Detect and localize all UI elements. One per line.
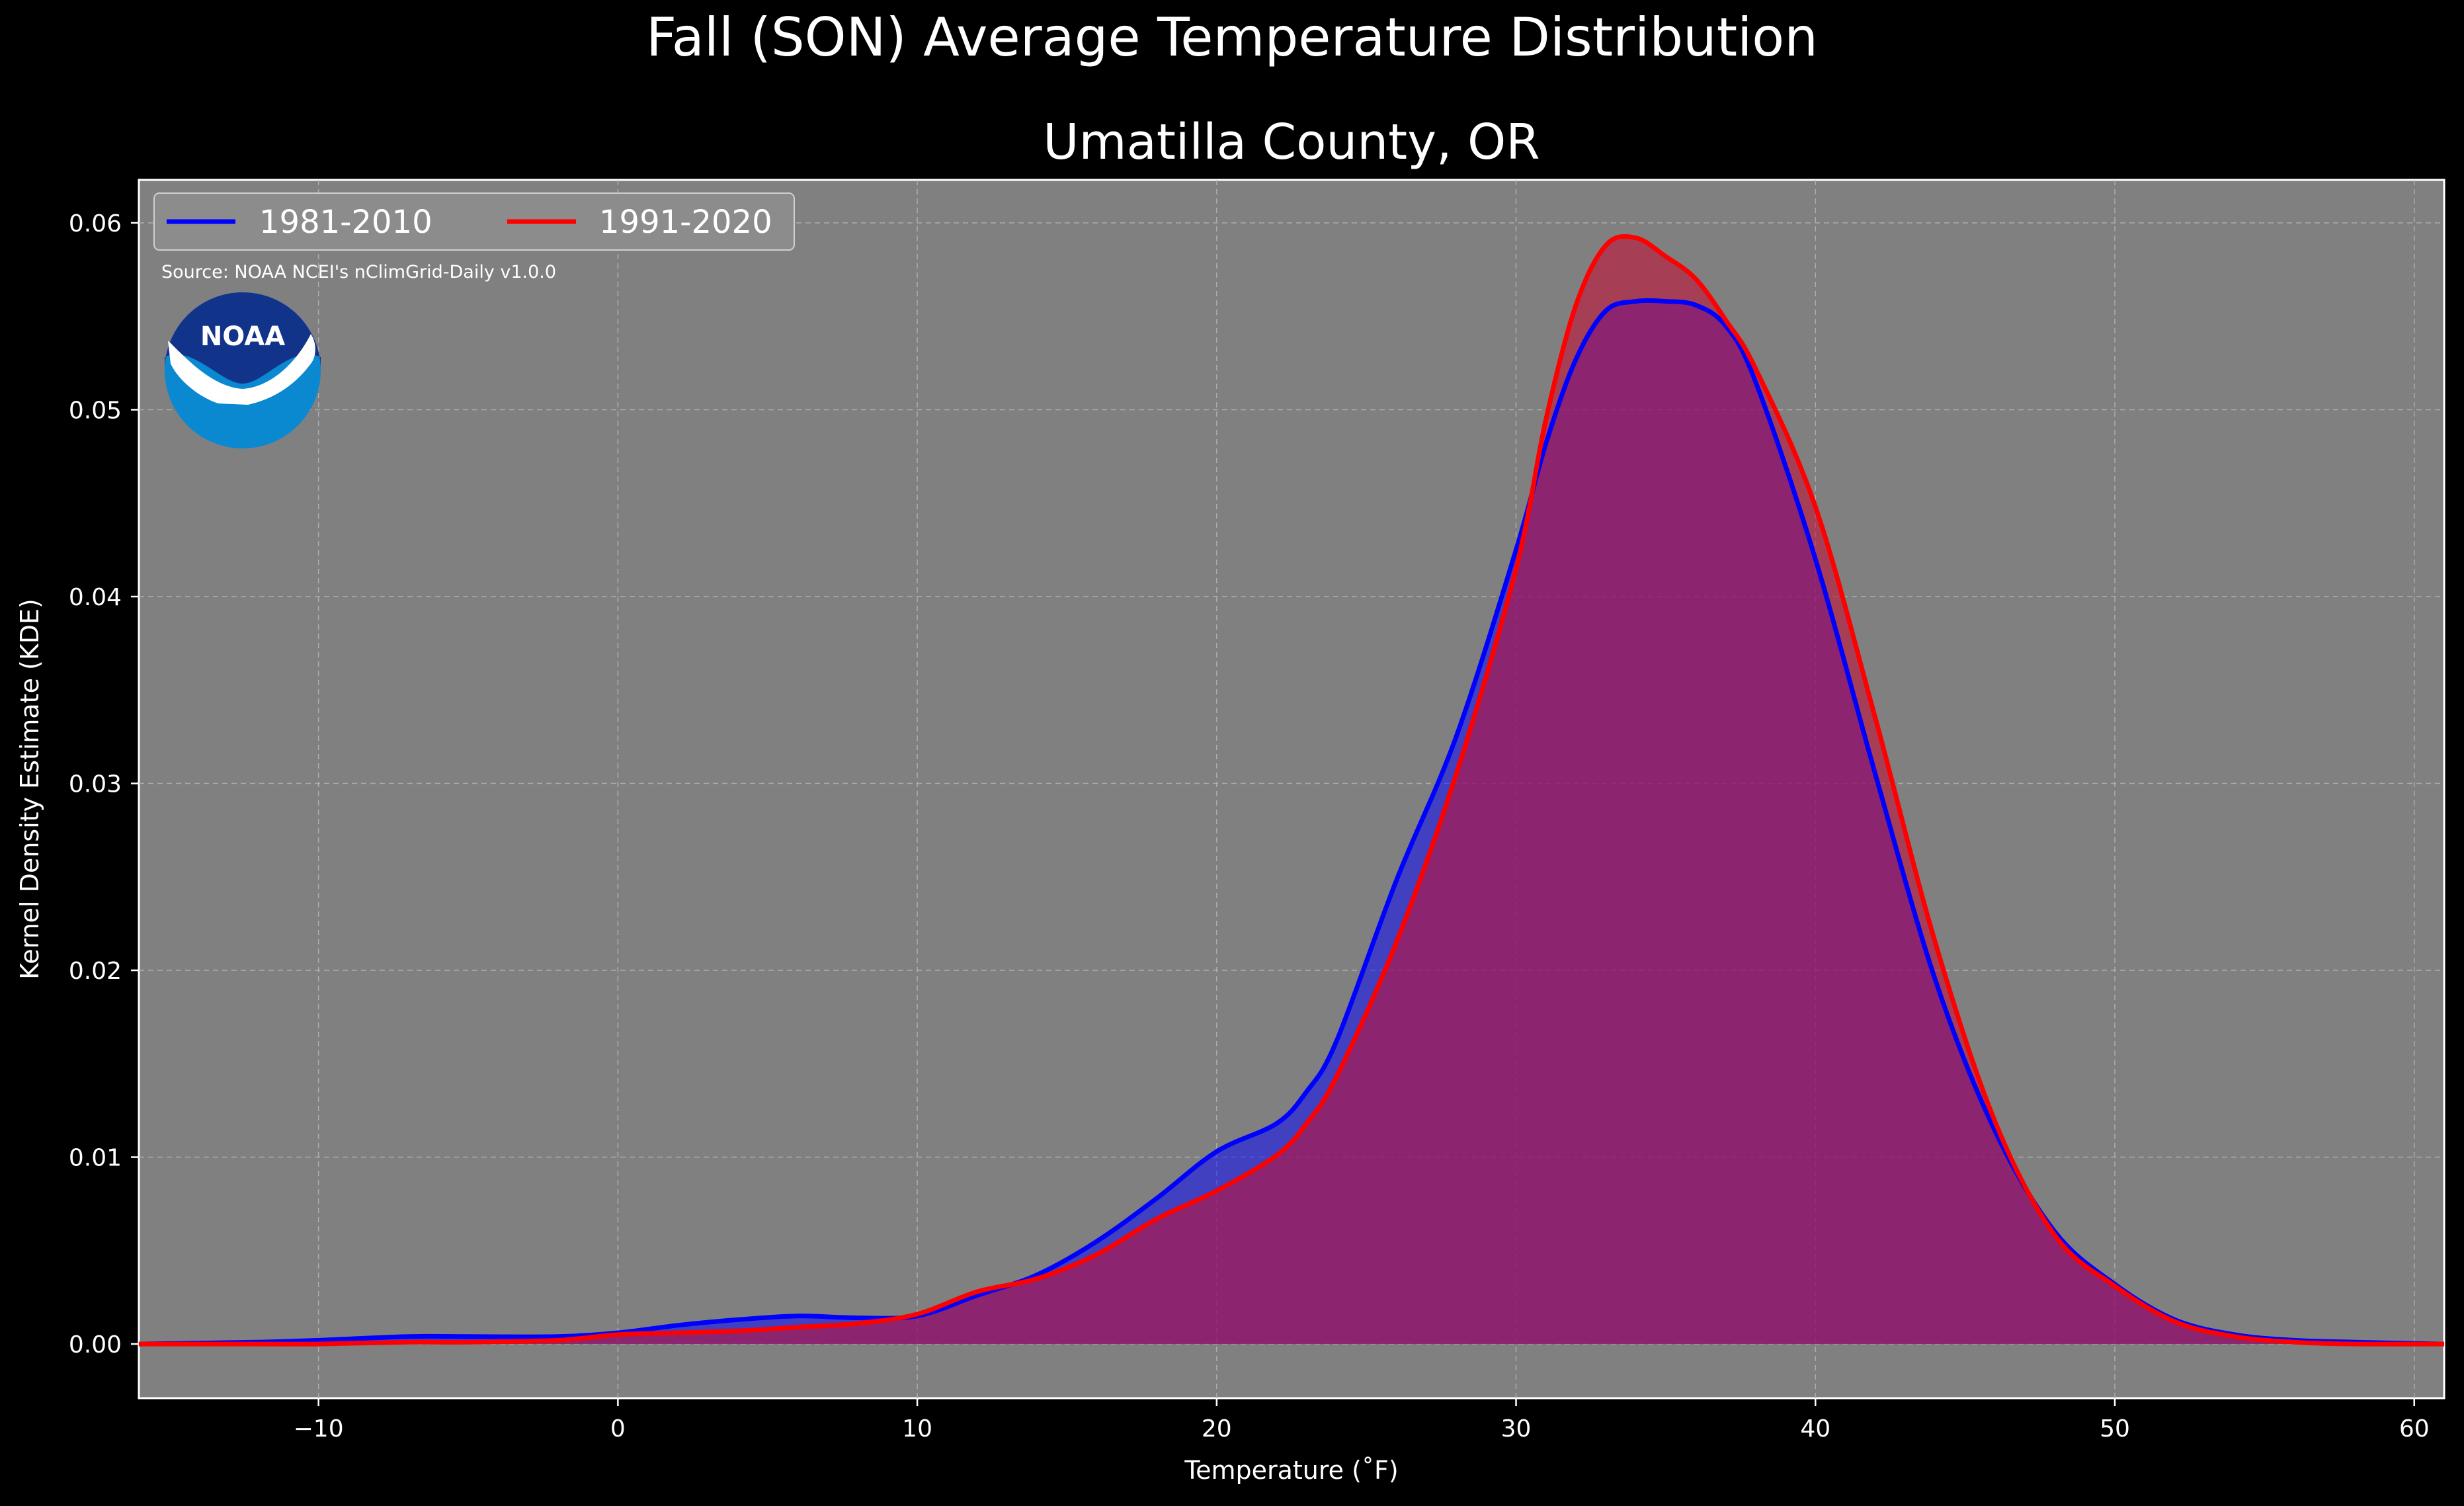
x-tick-label: 0 [610, 1415, 626, 1443]
y-axis-label: Kernel Density Estimate (KDE) [15, 599, 44, 980]
legend-box [153, 192, 795, 251]
chart-title: Umatilla County, OR [1043, 114, 1540, 171]
y-tick-label: 0.05 [69, 397, 122, 424]
x-tick-label: 60 [2399, 1415, 2430, 1443]
x-tick-label: 40 [1800, 1415, 1830, 1443]
noaa-logo: NOAA [165, 292, 321, 448]
legend-label-series-2: 1991-2020 [599, 204, 772, 241]
x-tick-label: 30 [1501, 1415, 1532, 1443]
y-tick-label: 0.02 [69, 958, 122, 985]
x-tick-label: 20 [1202, 1415, 1232, 1443]
series-layer [138, 233, 2445, 1347]
x-axis-label: Temperature (˚F) [1184, 1456, 1398, 1485]
figure-suptitle: Fall (SON) Average Temperature Distribut… [646, 7, 1818, 68]
logo-text: NOAA [200, 321, 285, 352]
legend-label-series-1: 1981-2010 [259, 204, 432, 241]
y-tick-label: 0.01 [69, 1145, 122, 1172]
series-2-area [139, 236, 2444, 1345]
series-2-line [139, 233, 2445, 1347]
x-tick-label: −10 [294, 1415, 344, 1443]
x-tick-label: 10 [902, 1415, 932, 1443]
logo-bird [168, 334, 315, 405]
series-1-line [138, 298, 2445, 1347]
x-tick-label: 50 [2100, 1415, 2130, 1443]
logo-top [165, 292, 321, 384]
axes-layer: −10 0 10 20 30 40 50 60 0.00 0.01 0.02 0.03 0.04 0.05… [69, 210, 2430, 1443]
legend: 1981-2010 1991-2020 [153, 192, 795, 251]
y-tick-label: 0.06 [69, 210, 122, 237]
y-tick-label: 0.03 [69, 771, 122, 798]
y-tick-label: 0.00 [69, 1331, 122, 1359]
source-note: Source: NOAA NCEI's nClimGrid-Daily v1.0… [161, 262, 556, 282]
y-tick-label: 0.04 [69, 584, 122, 611]
